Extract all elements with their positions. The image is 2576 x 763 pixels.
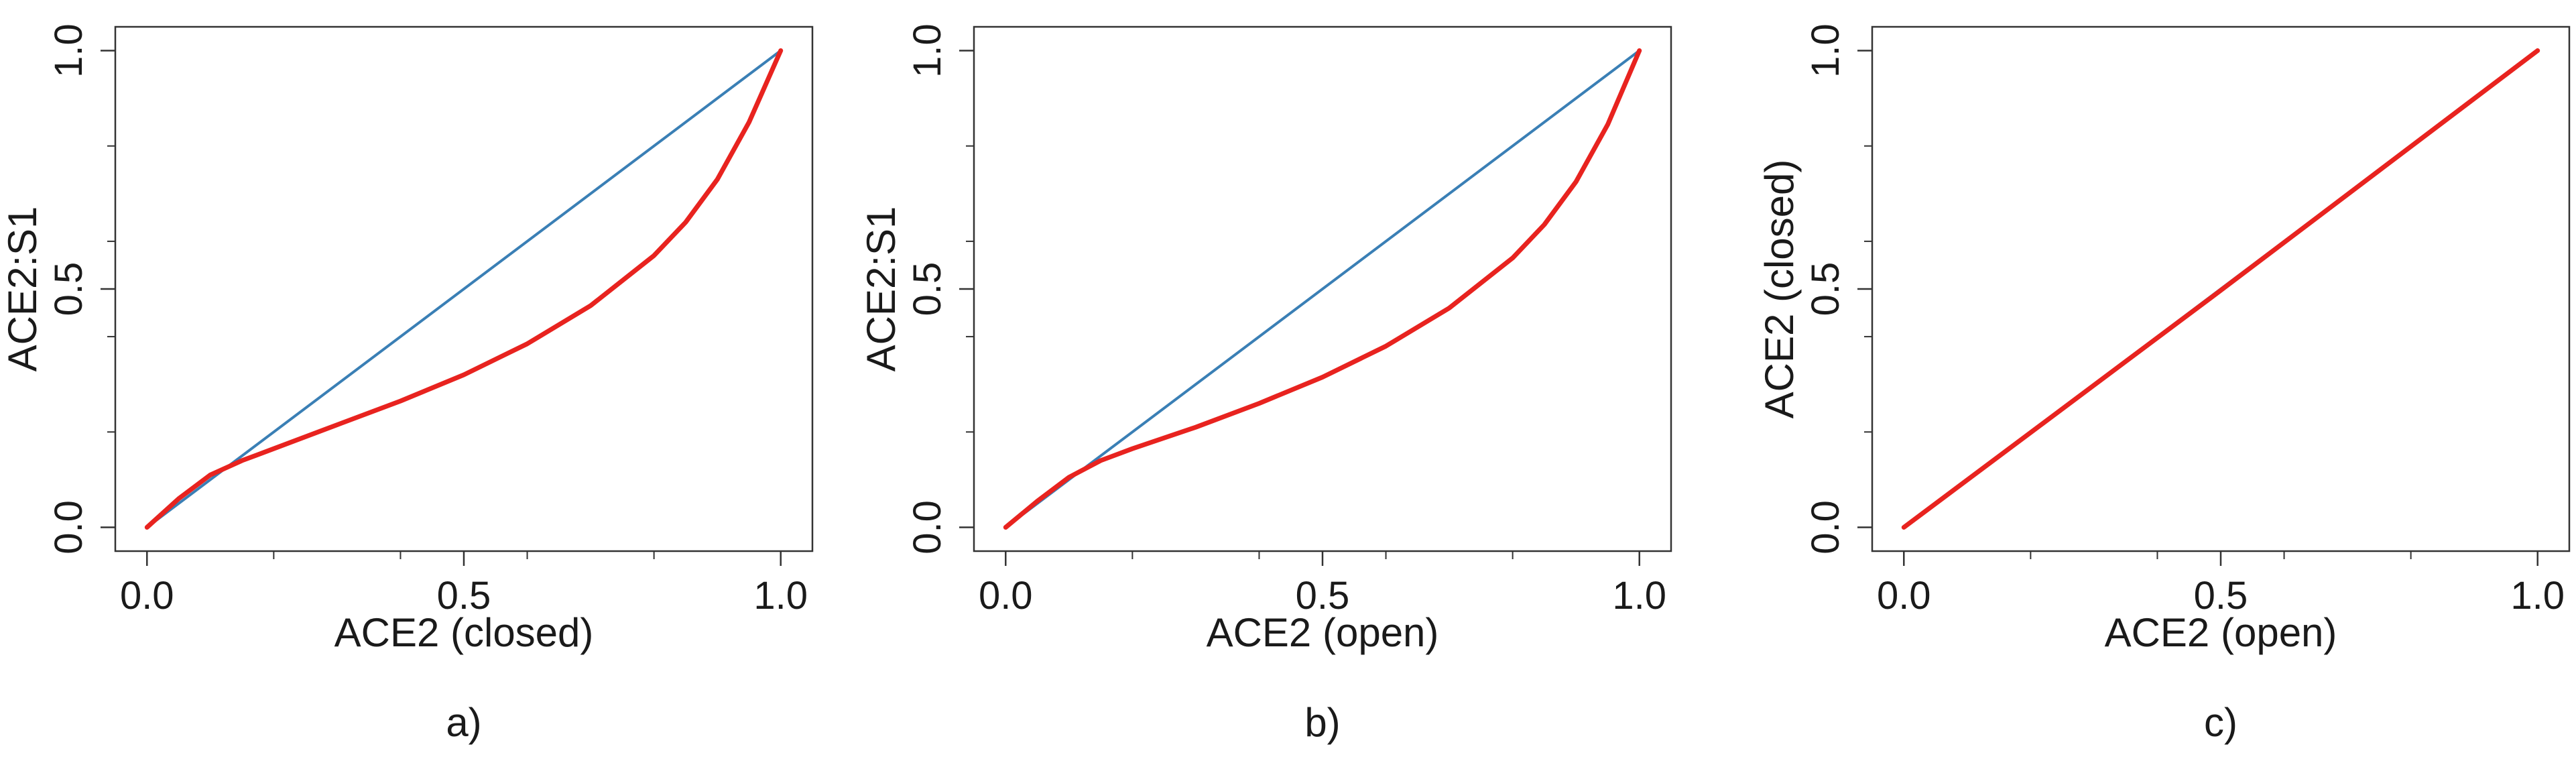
x-axis-label: ACE2 (open) <box>2105 610 2337 655</box>
x-tick-label: 0.5 <box>2194 574 2248 618</box>
x-tick-label: 0.5 <box>437 574 491 618</box>
panel-label: c) <box>2204 700 2237 745</box>
y-tick-label: 1.0 <box>1804 23 1847 78</box>
y-tick-label: 1.0 <box>47 23 90 78</box>
diagonal-line <box>1004 49 1641 529</box>
y-axis-label: ACE2:S1 <box>859 207 904 372</box>
x-tick-label: 0.0 <box>1877 574 1931 618</box>
y-tick-label: 0.0 <box>906 500 949 554</box>
y-tick-label: 0.5 <box>906 262 949 316</box>
x-axis-label: ACE2 (open) <box>1207 610 1439 655</box>
y-tick-label: 0.0 <box>1804 500 1847 554</box>
mapping-curve <box>1901 48 2540 530</box>
panel-label: a) <box>446 700 481 745</box>
x-tick-label: 0.5 <box>1296 574 1350 618</box>
x-tick-label: 1.0 <box>753 574 808 618</box>
x-tick-label: 1.0 <box>1612 574 1666 618</box>
mapping-curve <box>1003 48 1642 530</box>
y-tick-label: 0.5 <box>47 262 90 316</box>
x-tick-label: 1.0 <box>2510 574 2565 618</box>
panel-label: b) <box>1304 700 1340 745</box>
y-tick-label: 0.5 <box>1804 262 1847 316</box>
x-tick-label: 0.0 <box>120 574 174 618</box>
y-tick-label: 1.0 <box>906 23 949 78</box>
mapping-curve <box>144 48 784 530</box>
x-axis-label: ACE2 (closed) <box>334 610 594 655</box>
x-tick-label: 0.0 <box>979 574 1033 618</box>
y-axis-label: ACE2 (closed) <box>1757 160 1802 419</box>
chart-panel-2: 0.0 0.5 1.0 0.0 0.5 1.0 ACE2 (open) ACE2:S1 b) <box>859 23 1672 745</box>
diagonal-line <box>145 49 782 529</box>
chart-panel-1: 0.0 0.5 1.0 0.0 0.5 1.0 ACE2 (closed) ACE2:S1 a) <box>0 23 814 745</box>
chart-panel-3: 0.0 0.5 1.0 0.0 0.5 1.0 ACE2 (open) ACE2 (close… <box>1757 23 2571 745</box>
y-tick-label: 0.0 <box>47 500 90 554</box>
y-axis-label: ACE2:S1 <box>0 207 45 372</box>
